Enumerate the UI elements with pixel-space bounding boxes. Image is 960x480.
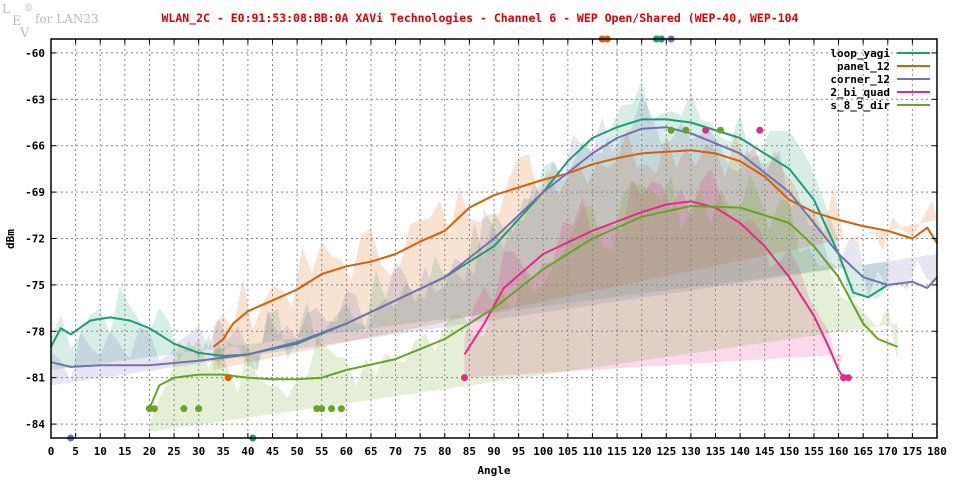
x-tick-label: 35 <box>217 445 230 458</box>
x-tick-label: 65 <box>364 445 377 458</box>
x-tick-label: 165 <box>853 445 873 458</box>
x-tick-label: 25 <box>167 445 180 458</box>
y-tick-label: -84 <box>25 418 45 431</box>
point-2_bi_quad <box>756 126 764 134</box>
point-s_8_5_dir <box>337 405 345 413</box>
x-tick-label: 70 <box>389 445 402 458</box>
x-tick-label: 60 <box>340 445 353 458</box>
point-s_8_5_dir <box>195 405 203 413</box>
x-tick-label: 105 <box>558 445 578 458</box>
point-s_8_5_dir <box>716 126 724 134</box>
x-tick-label: 125 <box>656 445 676 458</box>
point-s_8_5_dir <box>180 405 188 413</box>
y-axis-label: dBm <box>4 229 17 249</box>
legend-label-loop_yagi: loop_yagi <box>830 47 890 60</box>
point-s_8_5_dir <box>145 405 153 413</box>
line-loop_yagi <box>50 118 889 357</box>
y-tick-label: -78 <box>25 325 45 338</box>
watermark-text: for LAN23 <box>35 12 99 26</box>
x-tick-label: 175 <box>902 445 922 458</box>
y-tick-label: -81 <box>25 372 45 385</box>
point-2_bi_quad <box>702 126 710 134</box>
y-tick-label: -69 <box>25 186 45 199</box>
x-tick-label: 40 <box>241 445 254 458</box>
x-tick-label: 95 <box>512 445 525 458</box>
x-tick-label: 15 <box>118 445 131 458</box>
point-s_8_5_dir <box>682 126 690 134</box>
legend-label-panel_12: panel_12 <box>837 60 890 73</box>
fill-loop_yagi <box>51 81 888 371</box>
x-tick-label: 80 <box>438 445 451 458</box>
fill-2_bi_quad <box>464 168 844 378</box>
legend-label-corner_12: corner_12 <box>830 73 890 86</box>
y-tick-label: -66 <box>25 140 45 153</box>
x-tick-label: 160 <box>829 445 849 458</box>
y-tick-label: -72 <box>25 233 45 246</box>
x-tick-label: 45 <box>266 445 279 458</box>
x-tick-label: 20 <box>143 445 156 458</box>
legend-label-s_8_5_dir: s_8_5_dir <box>830 99 890 112</box>
x-tick-label: 110 <box>583 445 603 458</box>
point-s_8_5_dir <box>667 126 675 134</box>
point-2_bi_quad <box>839 374 847 382</box>
x-axis-label: Angle <box>477 464 510 477</box>
x-tick-label: 145 <box>755 445 775 458</box>
x-tick-label: 130 <box>681 445 701 458</box>
point-2_bi_quad <box>844 374 852 382</box>
point-2_bi_quad <box>460 374 468 382</box>
line-panel_12 <box>212 149 938 348</box>
y-tick-label: -75 <box>25 279 45 292</box>
x-tick-label: 180 <box>927 445 947 458</box>
x-tick-label: 55 <box>315 445 328 458</box>
x-tick-label: 5 <box>72 445 79 458</box>
fill-s_8_5_dir <box>149 173 898 432</box>
y-tick-label: -63 <box>25 93 45 106</box>
x-tick-label: 135 <box>706 445 726 458</box>
line-s_8_5_dir <box>148 205 898 409</box>
x-tick-label: 155 <box>804 445 824 458</box>
x-tick-label: 170 <box>878 445 898 458</box>
point-s_8_5_dir <box>150 405 158 413</box>
line-2_bi_quad <box>463 200 845 379</box>
x-tick-label: 150 <box>779 445 799 458</box>
x-tick-label: 50 <box>290 445 303 458</box>
x-tick-label: 85 <box>463 445 476 458</box>
point-s_8_5_dir <box>328 405 336 413</box>
x-tick-label: 100 <box>533 445 553 458</box>
y-tick-label: -60 <box>25 47 45 60</box>
x-tick-label: 120 <box>632 445 652 458</box>
x-tick-label: 140 <box>730 445 750 458</box>
x-tick-label: 0 <box>48 445 55 458</box>
point-s_8_5_dir <box>313 405 321 413</box>
legend: loop_yagipanel_12corner_122_bi_quads_8_5… <box>830 47 930 112</box>
legend-label-2_bi_quad: 2_bi_quad <box>830 86 890 99</box>
line-corner_12 <box>50 126 938 368</box>
x-tick-label: 115 <box>607 445 627 458</box>
point-panel_12 <box>224 374 232 382</box>
x-tick-label: 75 <box>414 445 427 458</box>
x-tick-label: 10 <box>94 445 107 458</box>
x-tick-label: 90 <box>487 445 500 458</box>
x-tick-label: 30 <box>192 445 205 458</box>
chart-title: WLAN_2C - E0:91:53:08:BB:0A XAVi Technol… <box>162 11 799 26</box>
point-s_8_5_dir <box>318 405 326 413</box>
